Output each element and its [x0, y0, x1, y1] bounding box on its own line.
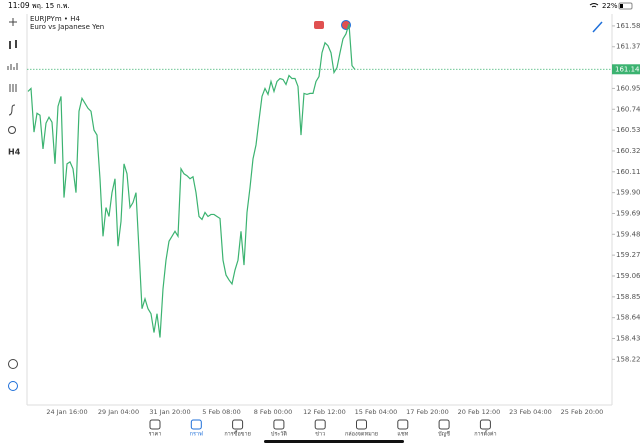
nav-icon[interactable]: [232, 419, 244, 430]
nav-icon[interactable]: [190, 419, 202, 430]
current-price-box: [612, 64, 640, 75]
price-line: [27, 23, 356, 338]
y-tick-label: 160.320: [616, 147, 640, 155]
x-tick-label: 31 Jan 20:00: [149, 408, 190, 416]
indicators-tool[interactable]: [7, 63, 18, 70]
nav-label[interactable]: แชท: [397, 431, 408, 438]
battery-level: [620, 4, 623, 8]
y-tick-label: 158.220: [616, 355, 640, 363]
nav-label[interactable]: กล่องจดหมาย: [345, 432, 378, 438]
nav-icon[interactable]: [314, 419, 326, 430]
crosshair-tool[interactable]: [9, 18, 17, 26]
nav-label[interactable]: กราฟ: [190, 431, 203, 438]
trade-tool[interactable]: [8, 381, 18, 391]
y-tick-label: 158.640: [616, 314, 640, 322]
function-tool[interactable]: [8, 104, 16, 116]
search-tool[interactable]: [8, 359, 18, 369]
y-tick-label: 159.060: [616, 272, 640, 280]
current-price-label: 161.143: [615, 65, 640, 73]
objects-tool[interactable]: [8, 126, 16, 134]
nav-icon[interactable]: [356, 419, 367, 430]
nav-label[interactable]: ราคา: [149, 432, 162, 438]
flag-icon: [314, 21, 324, 29]
x-tick-label: 23 Feb 04:00: [509, 408, 552, 416]
status-date: พฤ. 15 ก.พ.: [32, 2, 70, 10]
nav-icon[interactable]: [149, 419, 161, 430]
timeframe[interactable]: H4: [8, 148, 21, 157]
home-indicator: [264, 440, 404, 443]
nav-label[interactable]: การตั้งค่า: [474, 430, 496, 438]
y-tick-label: 158.850: [616, 293, 640, 301]
y-tick-label: 159.480: [616, 230, 640, 238]
y-tick-label: 158.430: [616, 335, 640, 343]
symbol-description: Euro vs Japanese Yen: [30, 23, 104, 31]
left-toolbar: [7, 18, 18, 391]
y-tick-label: 160.530: [616, 126, 640, 134]
x-tick-label: 25 Feb 20:00: [561, 408, 604, 416]
nav-label[interactable]: ข่าว: [315, 432, 325, 438]
y-tick-label: 159.270: [616, 251, 640, 259]
status-battery: 22%: [602, 2, 618, 10]
x-tick-label: 17 Feb 20:00: [406, 408, 449, 416]
x-tick-label: 20 Feb 12:00: [458, 408, 501, 416]
x-tick-label: 8 Feb 00:00: [254, 408, 293, 416]
nav-label[interactable]: การซื้อขาย: [224, 430, 250, 438]
y-tick-label: 161.580: [616, 22, 640, 30]
chart-type-tool[interactable]: [9, 40, 17, 49]
y-tick-label: 159.900: [616, 189, 640, 197]
wifi-icon: [589, 3, 599, 8]
y-tick-label: 161.370: [616, 43, 640, 51]
draw-tool[interactable]: [592, 21, 603, 33]
x-tick-label: 15 Feb 04:00: [355, 408, 398, 416]
nav-icon[interactable]: [273, 419, 285, 430]
y-tick-label: 160.740: [616, 105, 640, 113]
nav-icon[interactable]: [438, 419, 450, 430]
nav-label[interactable]: บัญชี: [438, 431, 450, 438]
nav-label[interactable]: ประวัติ: [271, 431, 287, 438]
x-tick-label: 12 Feb 12:00: [303, 408, 346, 416]
y-tick-label: 160.110: [616, 168, 640, 176]
nav-icon[interactable]: [397, 419, 409, 430]
x-tick-label: 5 Feb 08:00: [202, 408, 241, 416]
settings-tool[interactable]: [9, 84, 17, 92]
y-tick-label: 160.950: [616, 84, 640, 92]
x-tick-label: 24 Jan 16:00: [46, 408, 87, 416]
symbol-title: EURJPYm • H4: [30, 15, 80, 23]
x-tick-label: 29 Jan 04:00: [98, 408, 139, 416]
y-tick-label: 159.690: [616, 209, 640, 217]
nav-icon[interactable]: [479, 419, 491, 430]
battery-icon: [618, 2, 633, 10]
status-time: 11:09: [8, 1, 30, 10]
